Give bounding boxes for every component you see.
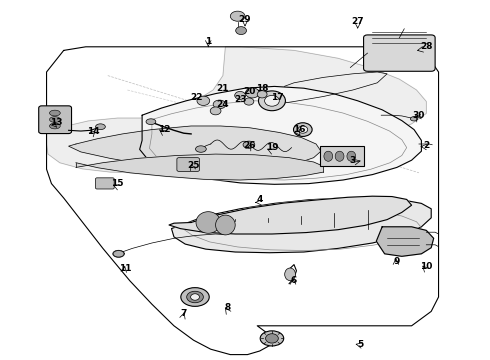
Text: 20: 20 [244, 87, 256, 96]
Text: 9: 9 [393, 256, 400, 266]
Ellipse shape [265, 95, 279, 106]
Text: 18: 18 [256, 84, 269, 93]
Ellipse shape [196, 212, 220, 233]
Ellipse shape [236, 27, 246, 35]
FancyBboxPatch shape [320, 146, 364, 166]
Text: 15: 15 [111, 179, 124, 188]
FancyBboxPatch shape [39, 106, 72, 134]
FancyBboxPatch shape [96, 178, 114, 189]
Ellipse shape [324, 151, 333, 161]
Ellipse shape [191, 294, 199, 300]
Text: 14: 14 [87, 127, 99, 136]
Ellipse shape [347, 151, 356, 161]
Ellipse shape [197, 96, 210, 105]
Ellipse shape [245, 88, 259, 98]
Ellipse shape [260, 331, 284, 346]
Text: 16: 16 [293, 125, 305, 134]
Text: 1: 1 [205, 37, 211, 46]
Text: 2: 2 [423, 141, 429, 150]
Ellipse shape [146, 119, 156, 125]
Text: 25: 25 [187, 161, 200, 170]
Text: 10: 10 [420, 262, 433, 271]
Text: 21: 21 [217, 84, 229, 93]
Text: 3: 3 [350, 156, 356, 165]
Ellipse shape [298, 126, 308, 133]
Ellipse shape [49, 117, 60, 122]
Ellipse shape [96, 124, 105, 130]
Ellipse shape [410, 117, 417, 121]
Text: 27: 27 [351, 17, 364, 26]
Text: 4: 4 [256, 195, 263, 204]
FancyBboxPatch shape [177, 158, 199, 171]
Text: 17: 17 [270, 93, 283, 102]
Ellipse shape [294, 123, 312, 136]
Text: 11: 11 [119, 264, 131, 273]
Text: 24: 24 [217, 100, 229, 109]
Text: 6: 6 [291, 276, 297, 285]
Ellipse shape [257, 91, 267, 98]
Text: 12: 12 [158, 125, 171, 134]
Polygon shape [166, 47, 426, 150]
Ellipse shape [285, 268, 295, 281]
Ellipse shape [113, 251, 124, 257]
Ellipse shape [335, 151, 344, 161]
Text: 28: 28 [420, 42, 433, 51]
Text: 7: 7 [180, 309, 187, 318]
Text: 29: 29 [239, 15, 251, 24]
Polygon shape [76, 154, 323, 180]
Text: 5: 5 [357, 341, 363, 349]
Text: 30: 30 [413, 111, 425, 120]
Ellipse shape [243, 141, 255, 148]
Polygon shape [169, 196, 412, 234]
Ellipse shape [235, 91, 245, 99]
Text: 8: 8 [225, 303, 231, 312]
Polygon shape [69, 126, 321, 169]
Polygon shape [376, 227, 434, 256]
Ellipse shape [49, 123, 60, 129]
Ellipse shape [181, 288, 209, 306]
Ellipse shape [216, 215, 235, 235]
Ellipse shape [230, 11, 245, 21]
Text: 13: 13 [50, 118, 63, 127]
Ellipse shape [244, 98, 254, 105]
Text: 19: 19 [266, 143, 278, 152]
Ellipse shape [49, 110, 60, 116]
Text: 22: 22 [190, 93, 202, 102]
Ellipse shape [196, 146, 206, 152]
Ellipse shape [187, 291, 203, 303]
FancyBboxPatch shape [364, 35, 435, 71]
Ellipse shape [266, 334, 278, 343]
Ellipse shape [259, 91, 285, 111]
Text: 26: 26 [244, 141, 256, 150]
Polygon shape [47, 118, 225, 173]
Ellipse shape [213, 100, 226, 109]
Ellipse shape [210, 107, 221, 115]
Text: 23: 23 [234, 95, 246, 104]
Polygon shape [140, 86, 421, 184]
Polygon shape [172, 198, 431, 253]
